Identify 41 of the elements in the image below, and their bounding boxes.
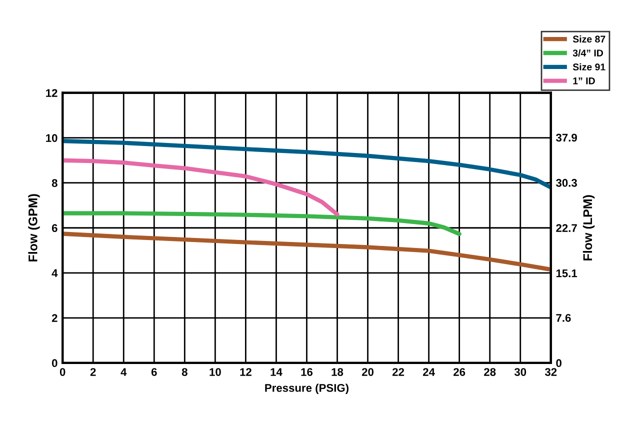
x-tick-label: 30	[514, 368, 526, 376]
legend-label: Size 91	[572, 63, 606, 70]
x-tick-label: 10	[210, 368, 221, 376]
y2-tick-label: 30.3	[556, 178, 577, 187]
y-tick-label: 6	[52, 224, 58, 232]
y-axis-title: Flow (GPM)	[28, 194, 40, 262]
y2-tick-label: 22.7	[556, 224, 577, 232]
x-tick-label: 18	[332, 368, 344, 376]
y2-tick-label: 7.6	[556, 314, 571, 322]
x-tick-label: 6	[151, 368, 157, 376]
line-series	[62, 211, 462, 236]
x-tick-label: 28	[484, 368, 496, 376]
y2-tick-label: 0	[556, 359, 562, 368]
x-tick-label: 12	[240, 368, 252, 376]
legend-label: Size 87	[572, 35, 606, 43]
y-tick-label: 4	[52, 269, 58, 277]
x-tick-label: 14	[270, 368, 282, 376]
x-tick-label: 4	[120, 368, 127, 376]
y-tick-label: 2	[52, 314, 58, 322]
y-tick-label: 12	[46, 89, 58, 97]
x-tick-label: 8	[182, 368, 188, 376]
line-series	[62, 158, 340, 216]
x-tick-label: 26	[454, 368, 466, 376]
legend-label: 1” ID	[573, 78, 595, 84]
x-tick-label: 22	[392, 368, 404, 376]
x-axis-title: Pressure (PSIG)	[265, 384, 348, 394]
line-series	[62, 232, 551, 272]
line-series	[62, 138, 551, 190]
x-tick-label: 24	[423, 368, 435, 376]
x-tick-label: 20	[362, 368, 374, 376]
y2-tick-label: 15.1	[556, 269, 578, 278]
y2-tick-label: 37.9	[556, 134, 577, 142]
y2-axis-title: Flow (LPM)	[582, 195, 595, 260]
y-tick-label: 0	[52, 359, 58, 368]
x-tick-label: 2	[90, 368, 96, 376]
y-tick-label: 8	[52, 179, 58, 187]
x-tick-label: 16	[301, 368, 313, 376]
x-tick-label: 0	[60, 368, 66, 376]
y-tick-label: 10	[46, 134, 58, 142]
x-tick-label: 32	[544, 368, 557, 376]
legend-label: 3/4” ID	[572, 49, 604, 57]
